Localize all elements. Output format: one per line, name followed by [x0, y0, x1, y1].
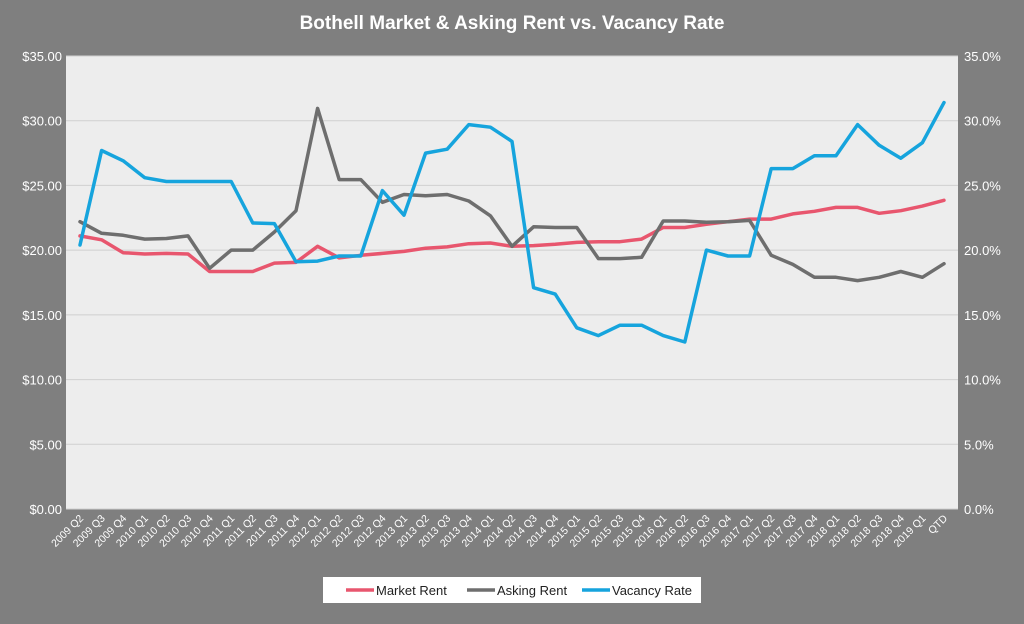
- gridlines: [66, 55, 958, 510]
- y-left-tick-label: $20.00: [22, 243, 62, 258]
- y-right-tick-label: 25.0%: [964, 178, 1001, 193]
- y-right-tick-label: 10.0%: [964, 373, 1001, 388]
- y-axis-left: $0.00 $5.00 $10.00 $15.00 $20.00 $25.00 $30.00…: [22, 49, 62, 517]
- series-line-asking-rent: [78, 106, 946, 283]
- plot-area: [66, 56, 958, 509]
- y-left-tick-label: $10.00: [22, 373, 62, 388]
- y-left-tick-label: $5.00: [29, 437, 62, 452]
- x-tick-label: QTD: [926, 512, 950, 536]
- y-left-tick-label: $15.00: [22, 308, 62, 323]
- legend: Market Rent Asking Rent Vacancy Rate: [323, 577, 701, 603]
- y-right-tick-label: 15.0%: [964, 308, 1001, 323]
- y-left-tick-label: $35.00: [22, 49, 62, 64]
- y-left-tick-label: $25.00: [22, 178, 62, 193]
- y-left-tick-label: $30.00: [22, 114, 62, 129]
- legend-label-market-rent: Market Rent: [376, 583, 447, 598]
- series-lines: [78, 100, 946, 344]
- legend-label-asking-rent: Asking Rent: [497, 583, 567, 598]
- y-right-tick-label: 35.0%: [964, 49, 1001, 64]
- chart-title: Bothell Market & Asking Rent vs. Vacancy…: [300, 13, 725, 34]
- y-right-tick-label: 0.0%: [964, 502, 994, 517]
- legend-label-vacancy-rate: Vacancy Rate: [612, 583, 692, 598]
- legend-box: [323, 577, 701, 603]
- series-line-vacancy-rate: [78, 100, 946, 344]
- y-right-tick-label: 5.0%: [964, 437, 994, 452]
- y-left-tick-label: $0.00: [29, 502, 62, 517]
- y-right-tick-label: 30.0%: [964, 114, 1001, 129]
- y-axis-right: 0.0% 5.0% 10.0% 15.0% 20.0% 25.0% 30.0% 35.0%: [964, 49, 1001, 517]
- y-right-tick-label: 20.0%: [964, 243, 1001, 258]
